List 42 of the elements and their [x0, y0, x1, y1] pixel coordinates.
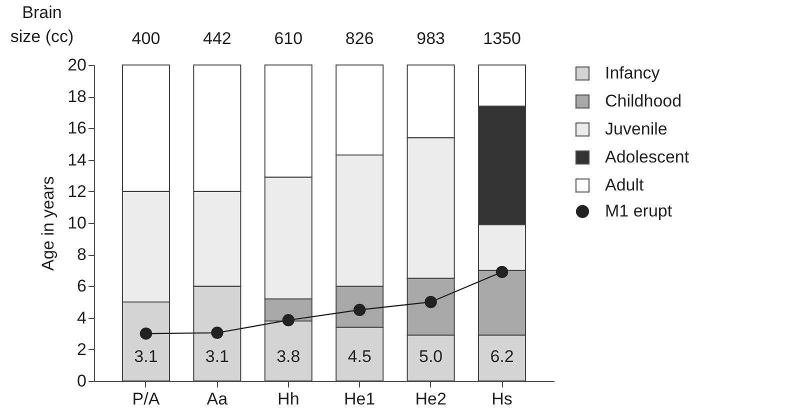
annotation: 4.5	[348, 347, 372, 366]
text: 983	[416, 29, 445, 48]
y-tick-label: 16	[68, 118, 86, 138]
legend-label: Adult	[605, 176, 644, 194]
text: 1350	[483, 29, 521, 48]
annotation: 3.1	[205, 347, 230, 366]
annotation: 3.1	[134, 347, 158, 366]
x-tick-label: Hh	[278, 390, 300, 408]
point	[211, 326, 224, 339]
y-tick-label: 2	[77, 340, 86, 359]
legend-label: M1 erupt	[605, 202, 672, 220]
y-tick-label: 6	[77, 276, 86, 296]
legend-label: Juvenile	[605, 120, 668, 138]
point	[140, 327, 152, 340]
y-tick-label: 14	[68, 150, 86, 170]
y-tick-label: 18	[68, 87, 86, 106]
text: 826	[345, 29, 374, 48]
x-tick-label: He2	[415, 390, 446, 408]
legend-label: Childhood	[605, 92, 682, 110]
point	[424, 296, 437, 308]
y-tick-label: 12	[68, 182, 86, 201]
x-tick-label: He1	[344, 390, 376, 408]
y-tick-label: 10	[68, 214, 86, 232]
text: Brain size (cc)	[10, 3, 74, 46]
annotation: 5.0	[418, 347, 443, 366]
point	[496, 266, 508, 278]
x-tick-label: Aa	[206, 390, 228, 408]
legend-label: Adolescent	[605, 148, 690, 166]
y-tick-label: 8	[77, 245, 86, 264]
text: 442	[203, 29, 232, 48]
legend-label: Infancy	[605, 64, 660, 82]
text: 400	[132, 29, 160, 48]
x-tick-label: P/A	[132, 390, 160, 408]
y-tick-label: 4	[77, 308, 86, 328]
x-tick-label: Hs	[492, 390, 512, 408]
annotation: 6.2	[490, 347, 514, 366]
y-axis-title: Age in years	[38, 176, 58, 271]
y-tick-label: 0	[77, 372, 86, 390]
annotation: 3.8	[276, 347, 300, 366]
text: 610	[274, 29, 303, 48]
y-tick-label: 20	[68, 56, 86, 74]
point	[282, 314, 295, 326]
